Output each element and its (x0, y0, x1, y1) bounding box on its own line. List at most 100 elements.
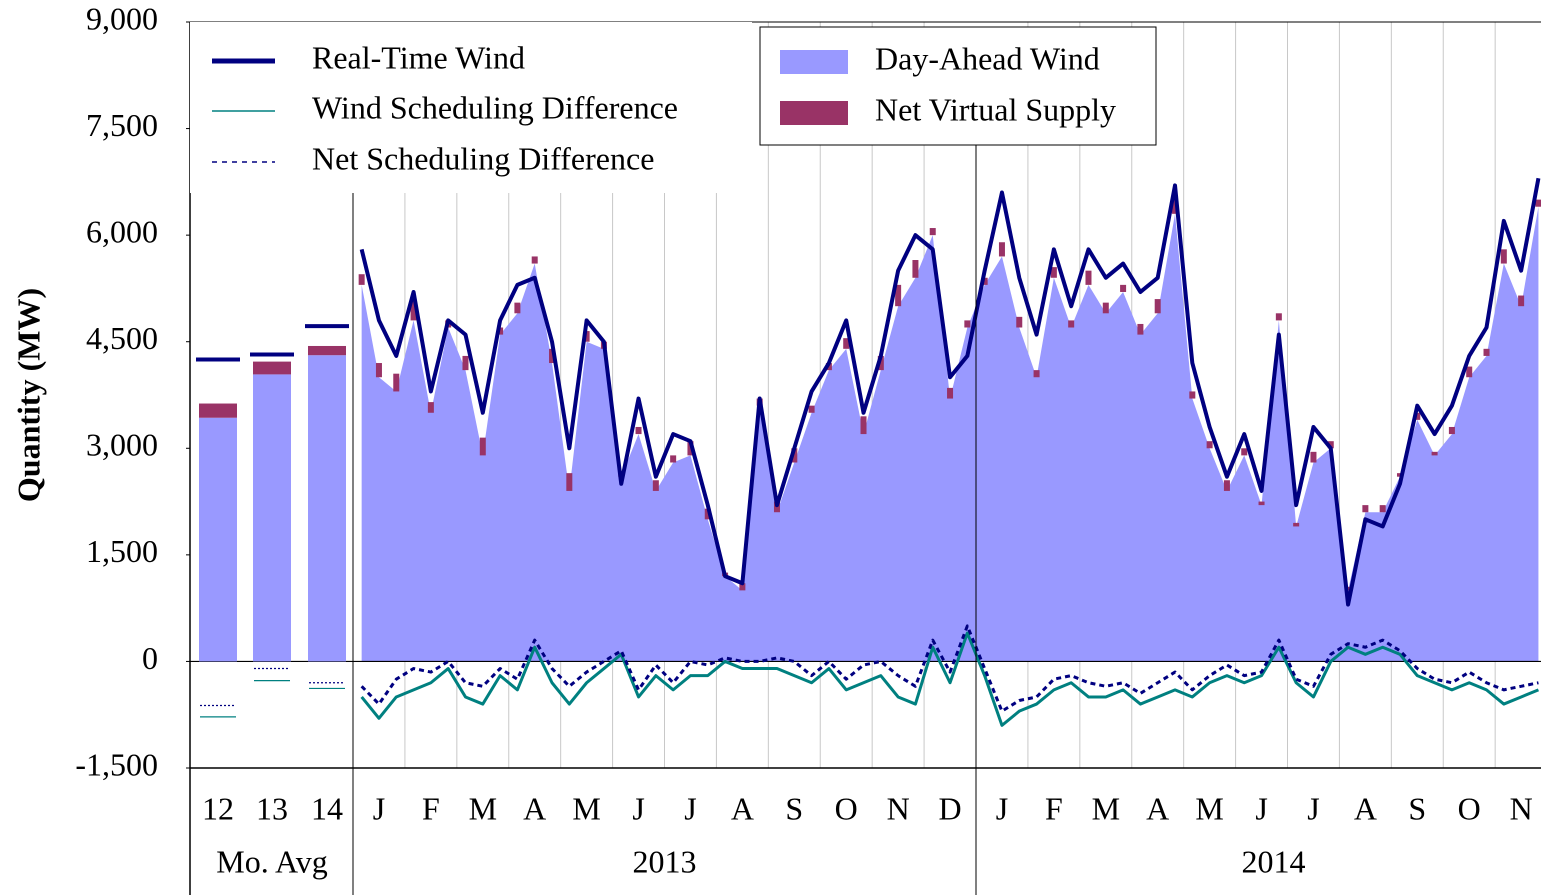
x-tick-label: O (835, 790, 858, 826)
average-virtual-bar (308, 345, 346, 356)
y-tick-label: 9,000 (86, 0, 158, 36)
virtual-bar (1189, 391, 1196, 399)
virtual-bar (393, 373, 400, 392)
virtual-bar (1085, 270, 1092, 285)
legend-swatch (780, 50, 848, 74)
virtual-bar (670, 455, 677, 463)
virtual-bar (549, 348, 556, 364)
x-tick-label: J (373, 790, 385, 826)
virtual-bar (1293, 522, 1300, 527)
x-tick-label: M (1195, 790, 1223, 826)
virtual-bar (1050, 267, 1057, 278)
year-label: 2014 (1241, 843, 1305, 879)
x-tick-label: S (785, 790, 803, 826)
virtual-bar (877, 355, 884, 371)
average-label: Mo. Avg (216, 843, 327, 879)
average-virtual-bar (253, 361, 291, 375)
y-tick-label: 4,500 (86, 320, 158, 356)
virtual-bar (1137, 323, 1144, 335)
virtual-bar (964, 320, 971, 328)
y-tick-label: 1,500 (86, 533, 158, 569)
virtual-bar (583, 331, 590, 342)
x-tick-label: S (1408, 790, 1426, 826)
virtual-bar (1120, 284, 1127, 292)
legend-label: Wind Scheduling Difference (312, 89, 678, 125)
virtual-bar (531, 256, 538, 264)
year-label: 2013 (633, 843, 697, 879)
y-tick-label: -1,500 (75, 746, 158, 782)
x-tick-label: J (1307, 790, 1319, 826)
virtual-bar (791, 448, 798, 463)
virtual-bar (652, 480, 659, 491)
x-tick-label: J (996, 790, 1008, 826)
virtual-bar (1206, 441, 1213, 449)
average-virtual-bar (199, 403, 237, 418)
x-tick-label: 12 (202, 790, 234, 826)
virtual-bar (1310, 451, 1317, 463)
virtual-bar (704, 508, 711, 520)
x-tick-label: J (684, 790, 696, 826)
virtual-bar (808, 405, 815, 413)
virtual-bar (1327, 441, 1334, 449)
virtual-bar (479, 437, 486, 456)
legend-label: Net Scheduling Difference (312, 140, 654, 176)
x-tick-label: A (1354, 790, 1377, 826)
legend-label: Net Virtual Supply (875, 91, 1116, 127)
legend-box (190, 22, 752, 193)
day-ahead-area (361, 206, 1539, 662)
x-tick-label: M (1092, 790, 1120, 826)
y-tick-label: 6,000 (86, 213, 158, 249)
y-tick-label: 7,500 (86, 107, 158, 143)
virtual-bar (375, 363, 382, 378)
virtual-bar (1241, 448, 1248, 456)
virtual-bar (998, 242, 1005, 257)
virtual-bar (566, 473, 573, 491)
x-tick-label: M (469, 790, 497, 826)
x-tick-label: N (887, 790, 910, 826)
x-tick-label: A (1146, 790, 1169, 826)
virtual-bar (1223, 480, 1230, 491)
virtual-bar (929, 228, 936, 236)
virtual-bar (462, 355, 469, 371)
virtual-bar (1154, 299, 1161, 314)
virtual-bar (1431, 451, 1438, 456)
virtual-bar (1466, 366, 1473, 378)
virtual-bar (1518, 295, 1525, 307)
virtual-bar (860, 416, 867, 435)
x-tick-label: J (1255, 790, 1267, 826)
y-tick-label: 3,000 (86, 427, 158, 463)
legend-label: Day-Ahead Wind (875, 40, 1100, 76)
virtual-bar (895, 284, 902, 307)
x-tick-label: M (572, 790, 600, 826)
average-bar (253, 374, 291, 662)
virtual-bar (1362, 505, 1369, 513)
legend: Real-Time Wind Wind Scheduling Difference… (212, 39, 1116, 176)
virtual-bar (1033, 370, 1040, 378)
y-tick-label: 0 (142, 640, 158, 676)
average-bar (199, 417, 237, 662)
virtual-bar (514, 302, 521, 314)
virtual-bar (1483, 348, 1490, 356)
virtual-bar (1068, 320, 1075, 328)
virtual-bar (843, 338, 850, 349)
x-tick-label: A (523, 790, 546, 826)
virtual-bar (1016, 316, 1023, 328)
virtual-bar (1535, 199, 1541, 207)
virtual-bar (1500, 249, 1507, 264)
virtual-bar (427, 402, 434, 413)
x-tick-label: N (1510, 790, 1533, 826)
x-tick-label: 13 (256, 790, 288, 826)
virtual-bar (410, 299, 417, 321)
series-line (359, 177, 1541, 607)
x-tick-label: D (938, 790, 961, 826)
virtual-bar (1414, 412, 1421, 420)
legend-box (759, 26, 1157, 146)
x-tick-label: A (731, 790, 754, 826)
x-tick-label: O (1458, 790, 1481, 826)
virtual-bar (1258, 501, 1265, 506)
y-axis-label: Quantity (MW) (10, 288, 46, 502)
virtual-bar (912, 260, 919, 278)
virtual-bar (635, 426, 642, 435)
